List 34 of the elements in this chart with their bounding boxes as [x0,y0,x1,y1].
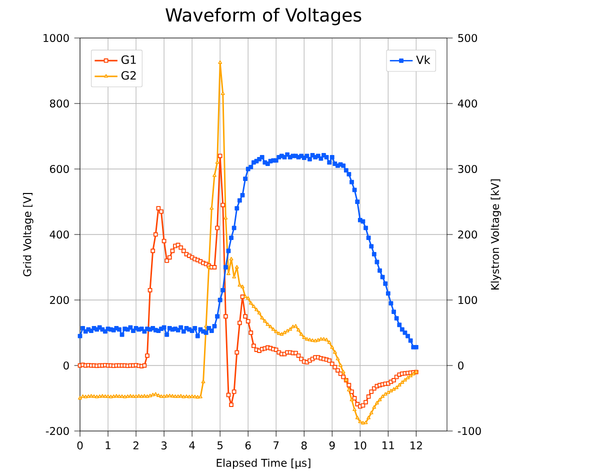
y-tick-label: 600 [50,164,69,174]
y2-tick-label: 100 [458,296,478,304]
y-tick-label: 400 [50,230,69,239]
x-tick-label: 5 [218,441,223,450]
y2-tick-label: 0 [458,361,464,370]
x-tick-label: 11 [382,441,394,450]
legend-label: G2 [121,71,136,80]
x-tick-label: 0 [77,441,83,450]
legend-label: G1 [121,55,136,64]
x-tick-label: 7 [274,441,279,450]
y2-tick-label: 300 [458,164,478,174]
x-tick-label: 10 [354,441,366,450]
y-tick-label: 800 [50,99,69,108]
x-tick-label: 6 [245,441,251,450]
y-tick-label: 0 [64,361,69,370]
x-tick-label: 12 [410,441,422,450]
x-tick-label: 8 [301,441,307,450]
x-tick-label: 1 [106,441,110,450]
y-tick-label: 200 [50,296,69,304]
y-tick-label: 1000 [44,34,69,42]
y2-axis-title: Klystron Voltage [kV] [490,179,502,290]
y2-tick-label: 500 [458,34,478,42]
chart-title: Waveform of Voltages [166,8,362,26]
y2-tick-label: -100 [458,426,481,436]
x-axis-title: Elapsed Time [µs] [216,458,310,469]
y-tick-label: -200 [46,426,69,436]
x-tick-label: 4 [189,441,195,450]
y2-tick-label: 400 [458,99,478,108]
x-tick-label: 3 [161,441,167,450]
x-tick-label: 9 [329,441,335,450]
y-axis-title: Grid Voltage [V] [22,193,34,276]
x-tick-label: 2 [133,441,138,450]
y2-tick-label: 200 [458,230,478,239]
legend-label: Vk [416,55,430,64]
